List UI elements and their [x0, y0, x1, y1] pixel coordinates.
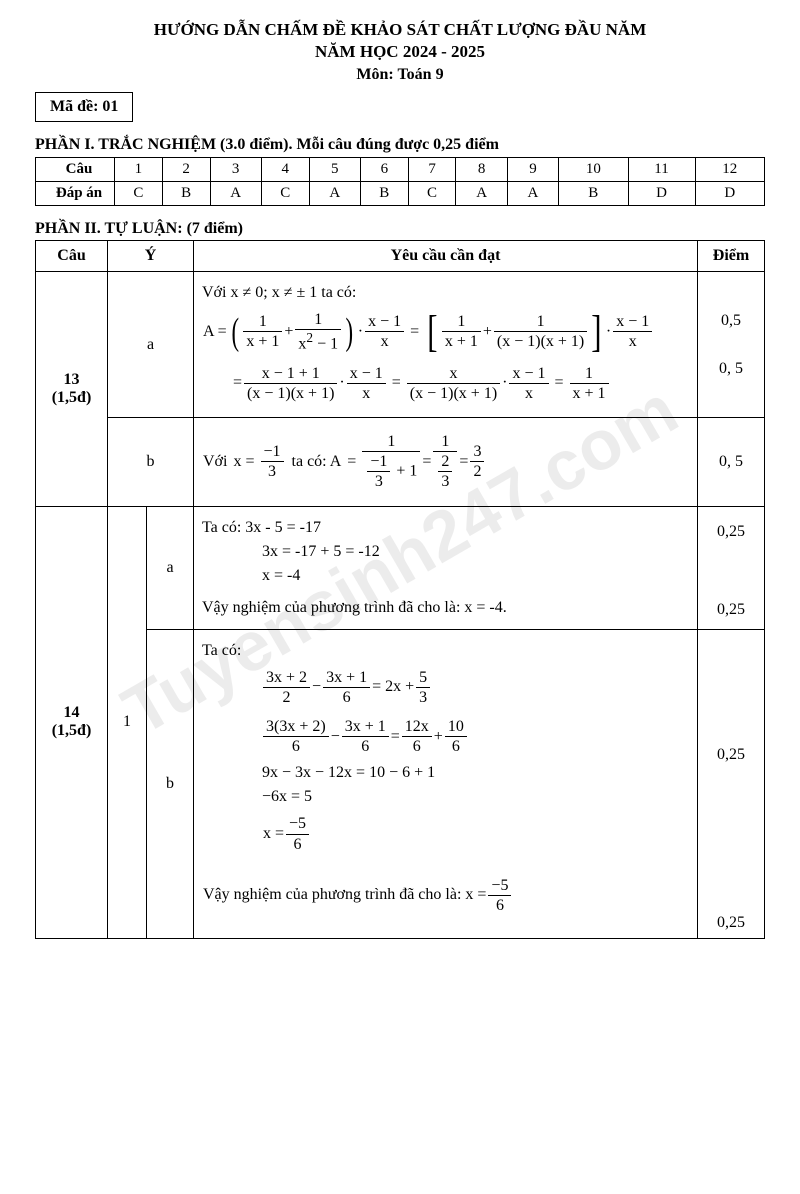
- answers-table: Câu 1 2 3 4 5 6 7 8 9 10 11 12 Đáp án C …: [35, 157, 765, 206]
- q14-label: 14 (1,5đ): [36, 506, 108, 938]
- q13a-score: 0,5 0, 5: [698, 272, 765, 418]
- table-row: Câu 1 2 3 4 5 6 7 8 9 10 11 12: [36, 158, 765, 182]
- q13b-content: Với x = −13 ta có: A = 1−13 + 1 = 123 = …: [194, 418, 698, 507]
- q14a-content: Ta có: 3x - 5 = -17 3x = -17 + 5 = -12 x…: [194, 506, 698, 629]
- exam-code-box: Mã đề: 01: [35, 92, 133, 122]
- header-line2: NĂM HỌC 2024 - 2025: [35, 42, 765, 62]
- table-row: Đáp án C B A C A B C A A B D D: [36, 182, 765, 206]
- doc-header: HƯỚNG DẪN CHẤM ĐỀ KHẢO SÁT CHẤT LƯỢNG ĐẦ…: [35, 20, 765, 84]
- header-line1: HƯỚNG DẪN CHẤM ĐỀ KHẢO SÁT CHẤT LƯỢNG ĐẦ…: [35, 20, 765, 40]
- col-header-y: Ý: [108, 241, 194, 272]
- col-header-diem: Điểm: [698, 241, 765, 272]
- q14b-content: Ta có: 3x + 22 − 3x + 16 = 2x + 53 3(3x …: [194, 629, 698, 938]
- q13-label: 13 (1,5đ): [36, 272, 108, 507]
- q14b-score: 0,25 0,25: [698, 629, 765, 938]
- q14-subcol: 1: [108, 506, 147, 938]
- q14b-y: b: [147, 629, 194, 938]
- section2-title: PHẦN II. TỰ LUẬN: (7 điểm): [35, 220, 765, 238]
- solutions-table: Câu Ý Yêu cầu cần đạt Điểm 13 (1,5đ) a V…: [35, 240, 765, 939]
- q13a-content: Với x ≠ 0; x ≠ ± 1 ta có: A = ( 1x + 1 +…: [194, 272, 698, 418]
- q13a-y: a: [108, 272, 194, 418]
- col-header-cau: Câu: [36, 241, 108, 272]
- q14a-score: 0,25 0,25: [698, 506, 765, 629]
- q14a-y: a: [147, 506, 194, 629]
- row-label: Đáp án: [36, 182, 115, 206]
- col-header-yccd: Yêu cầu cần đạt: [194, 241, 698, 272]
- header-line3: Môn: Toán 9: [35, 66, 765, 84]
- row-label: Câu: [36, 158, 115, 182]
- section1-title: PHẦN I. TRẮC NGHIỆM (3.0 điểm). Mỗi câu …: [35, 136, 765, 154]
- q13b-y: b: [108, 418, 194, 507]
- q13b-score: 0, 5: [698, 418, 765, 507]
